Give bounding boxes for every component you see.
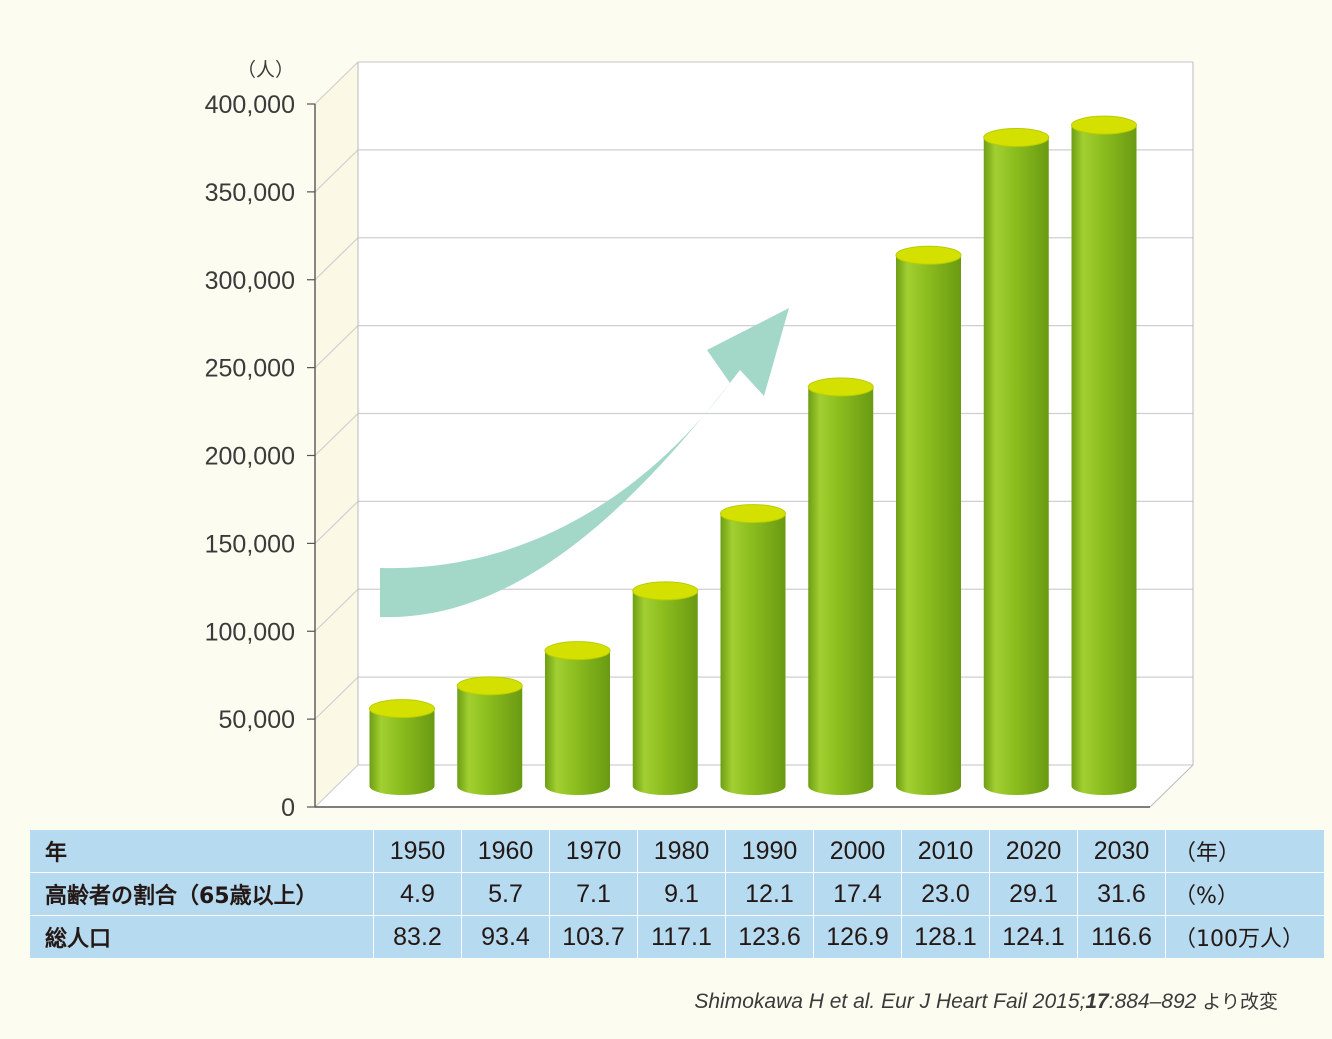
table-cell: 9.1 xyxy=(637,872,726,916)
table-cell: 2010 xyxy=(901,830,990,873)
table-cell: 103.7 xyxy=(549,915,638,958)
y-tick-label: 50,000 xyxy=(219,706,295,734)
chart-frame xyxy=(314,61,1194,808)
citation-authors: Shimokawa H et al. Eur J Heart Fail 2015… xyxy=(694,990,1086,1013)
bar-body xyxy=(983,137,1049,796)
y-tick-label: 300,000 xyxy=(205,267,295,295)
gridline-side xyxy=(314,149,359,193)
table-cell: 1960 xyxy=(461,830,550,873)
table-cell: 12.1 xyxy=(725,872,814,916)
table-cell: 2020 xyxy=(989,830,1078,873)
citation-pages: :884–892 xyxy=(1108,990,1197,1013)
y-tick-label: 100,000 xyxy=(205,618,295,646)
bar-top xyxy=(983,127,1050,147)
table-cell: 1990 xyxy=(725,830,814,873)
bar-1990 xyxy=(720,504,786,795)
table-cell: 124.1 xyxy=(989,915,1078,958)
citation-volume: 17 xyxy=(1085,990,1109,1013)
y-tick-label: 200,000 xyxy=(205,443,295,471)
gridline-side xyxy=(314,237,359,281)
bar-top xyxy=(544,641,611,661)
bar-1960 xyxy=(456,676,523,795)
gridline-side xyxy=(314,61,359,105)
table-cell: 31.6 xyxy=(1077,872,1166,916)
table-cell: 1970 xyxy=(549,830,638,873)
gridline-side xyxy=(314,588,359,632)
bar-1950 xyxy=(369,699,435,795)
bar-1980 xyxy=(632,581,699,795)
y-tick-label: 350,000 xyxy=(205,179,295,207)
row-label: 年 xyxy=(30,830,374,873)
bar-2020 xyxy=(983,127,1050,796)
table-cell: 117.1 xyxy=(637,915,726,958)
table-cell: 23.0 xyxy=(901,872,990,916)
bar-body xyxy=(896,255,961,796)
y-tick-label: 250,000 xyxy=(205,355,295,383)
floor-edge xyxy=(1149,764,1194,808)
bar-top xyxy=(1071,115,1137,135)
bar-top xyxy=(720,504,786,524)
table-row: 高齢者の割合（65歳以上） 4.9 5.7 7.1 9.1 12.1 17.4 23.0 29.… xyxy=(30,872,1324,916)
bar-top xyxy=(807,377,874,397)
row-unit: （年） xyxy=(1165,830,1324,873)
bar-body xyxy=(808,387,874,795)
y-tick-label: 0 xyxy=(281,794,295,822)
data-table: 年 1950 1960 1970 1980 1990 2000 2010 2020 2030 （年）… xyxy=(30,830,1324,958)
y-axis-unit: （人） xyxy=(237,59,294,81)
bar-body xyxy=(1071,125,1137,796)
y-axis: 0 50,000 100,000 150,000 200,000 250,000 300,0… xyxy=(205,91,1150,822)
table-cell: 1950 xyxy=(373,830,462,873)
bars xyxy=(369,115,1137,796)
bar-2010 xyxy=(895,245,962,796)
table-cell: 2000 xyxy=(813,830,902,873)
table-cell: 17.4 xyxy=(813,872,902,916)
bar-body xyxy=(720,513,786,795)
table-row: 年 1950 1960 1970 1980 1990 2000 2010 2020 2030 （年） xyxy=(30,830,1324,873)
growth-arrow xyxy=(380,308,789,618)
bar-chart: 0 50,000 100,000 150,000 200,000 250,000 300,0… xyxy=(205,59,1194,822)
y-tick-label: 150,000 xyxy=(205,530,295,558)
table-cell: 128.1 xyxy=(901,915,990,958)
row-label: 高齢者の割合（65歳以上） xyxy=(30,872,374,916)
row-label: 総人口 xyxy=(30,915,374,958)
bar-2000 xyxy=(807,377,874,795)
table-cell: 83.2 xyxy=(373,915,462,958)
bar-top xyxy=(456,676,523,696)
citation-suffix: より改変 xyxy=(1196,991,1278,1013)
citation: Shimokawa H et al. Eur J Heart Fail 2015… xyxy=(694,987,1278,1014)
bar-body xyxy=(545,650,610,795)
table-row: 総人口 83.2 93.4 103.7 117.1 123.6 126.9 128.1 124.… xyxy=(30,915,1324,958)
gridline-side xyxy=(314,676,359,720)
row-unit: （100万人） xyxy=(1174,927,1304,952)
table-cell: 29.1 xyxy=(989,872,1078,916)
table-cell: 93.4 xyxy=(461,915,550,958)
table-cell: 4.9 xyxy=(373,872,462,916)
bar-body xyxy=(369,708,435,795)
gridline-side xyxy=(314,413,359,456)
bar-top xyxy=(369,699,435,719)
bar-2030 xyxy=(1071,115,1137,796)
bar-body xyxy=(632,590,698,795)
gridline-side xyxy=(314,764,359,808)
table-cell: 7.1 xyxy=(549,872,638,916)
table-cell: 2030 xyxy=(1077,830,1166,873)
bar-1970 xyxy=(544,641,611,795)
bar-top xyxy=(895,245,962,265)
row-unit: （%） xyxy=(1165,872,1324,916)
bar-top xyxy=(632,581,699,601)
table-cell: 1980 xyxy=(637,830,726,873)
gridline-side xyxy=(314,325,359,369)
bar-body xyxy=(457,685,523,795)
table-cell: 123.6 xyxy=(725,915,814,958)
table-cell: 5.7 xyxy=(461,872,550,916)
gridline-side xyxy=(314,500,359,544)
table-cell: 116.6 xyxy=(1077,915,1166,958)
y-tick-label: 400,000 xyxy=(205,91,295,119)
table-cell: 126.9 xyxy=(813,915,902,958)
